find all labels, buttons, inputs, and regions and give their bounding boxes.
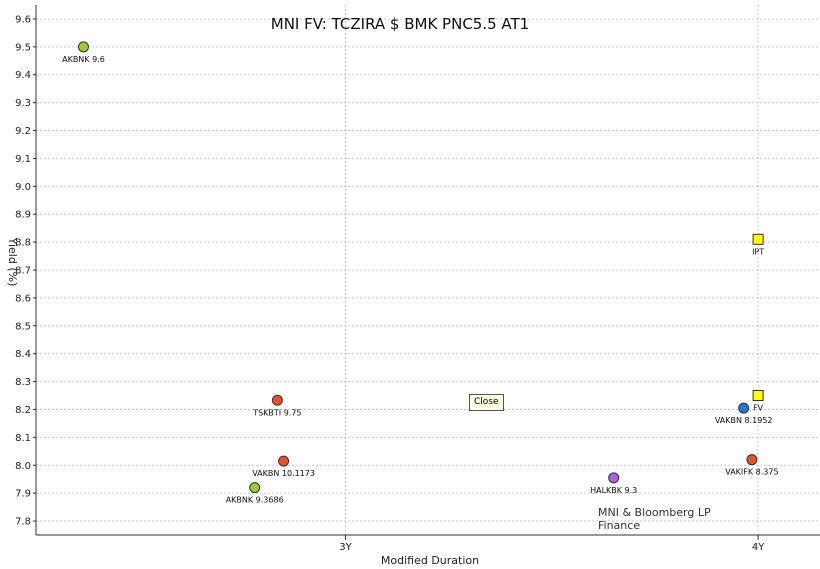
- x-tick-label: 4Y: [752, 542, 765, 553]
- data-point: [271, 394, 283, 406]
- y-tick-label: 8.8: [15, 238, 31, 249]
- data-point-square: [752, 390, 764, 402]
- y-tick-label: 8.9: [15, 210, 31, 221]
- y-tick-label: 7.9: [15, 489, 31, 500]
- data-point-label: VAKBN 8.1952: [715, 416, 773, 425]
- data-point-label: IPT: [752, 247, 764, 256]
- data-point-label: FV: [753, 404, 764, 413]
- data-points: AKBNK 9.6 TSKBTI 9.75 VAKBN 10.1173 AKBNK 9…: [62, 41, 779, 505]
- y-tick-label: 8.4: [15, 349, 31, 360]
- y-tick-label: 9.5: [15, 42, 31, 53]
- y-tick-label: 8.7: [15, 266, 31, 277]
- grid-lines: [36, 5, 820, 535]
- data-point-label: VAKIFK 8.375: [725, 468, 778, 477]
- y-tick-label: 7.8: [15, 517, 31, 528]
- y-tick-label: 9.4: [15, 70, 31, 81]
- data-point-label: AKBNK 9.6: [62, 55, 105, 64]
- data-point-label: VAKBN 10.1173: [252, 469, 315, 478]
- y-tick-label: 8.0: [15, 461, 31, 472]
- data-point: [249, 482, 261, 494]
- credit-line-1: MNI & Bloomberg LP: [598, 506, 711, 519]
- close-button[interactable]: Close: [469, 394, 504, 411]
- data-point: [608, 472, 620, 484]
- y-tick-label: 9.3: [15, 98, 31, 109]
- data-point-label: AKBNK 9.3686: [226, 496, 284, 505]
- data-point: [738, 402, 750, 414]
- data-point: [746, 454, 758, 466]
- y-tick-label: 8.1: [15, 433, 31, 444]
- y-tick-label: 8.2: [15, 405, 31, 416]
- y-tick-label: 9.0: [15, 182, 31, 193]
- x-tick-label: 3Y: [339, 542, 352, 553]
- chart-title: MNI FV: TCZIRA $ BMK PNC5.5 AT1: [271, 15, 529, 33]
- x-axis-ticks: 3Y 4Y: [339, 535, 765, 553]
- data-point-square: [752, 233, 764, 245]
- data-point: [278, 455, 290, 467]
- y-tick-label: 9.1: [15, 154, 31, 165]
- x-axis-title: Modified Duration: [381, 554, 479, 567]
- data-point-label: TSKBTI 9.75: [252, 408, 301, 417]
- y-axis-title: Yield (%): [6, 237, 19, 287]
- data-point-label: HALKBK 9.3: [590, 486, 637, 495]
- credit-line-2: Finance: [598, 519, 640, 532]
- y-tick-label: 8.5: [15, 321, 31, 332]
- y-tick-label: 9.6: [15, 14, 31, 25]
- y-axis-ticks: 7.8 7.9 8.0 8.1 8.2 8.3 8.4 8.5 8.6 8.7 8.8 8.9 9.0 9…: [15, 14, 36, 528]
- y-tick-label: 8.3: [15, 377, 31, 388]
- y-tick-label: 8.6: [15, 293, 31, 304]
- data-point: [77, 41, 89, 53]
- y-tick-label: 9.2: [15, 126, 31, 137]
